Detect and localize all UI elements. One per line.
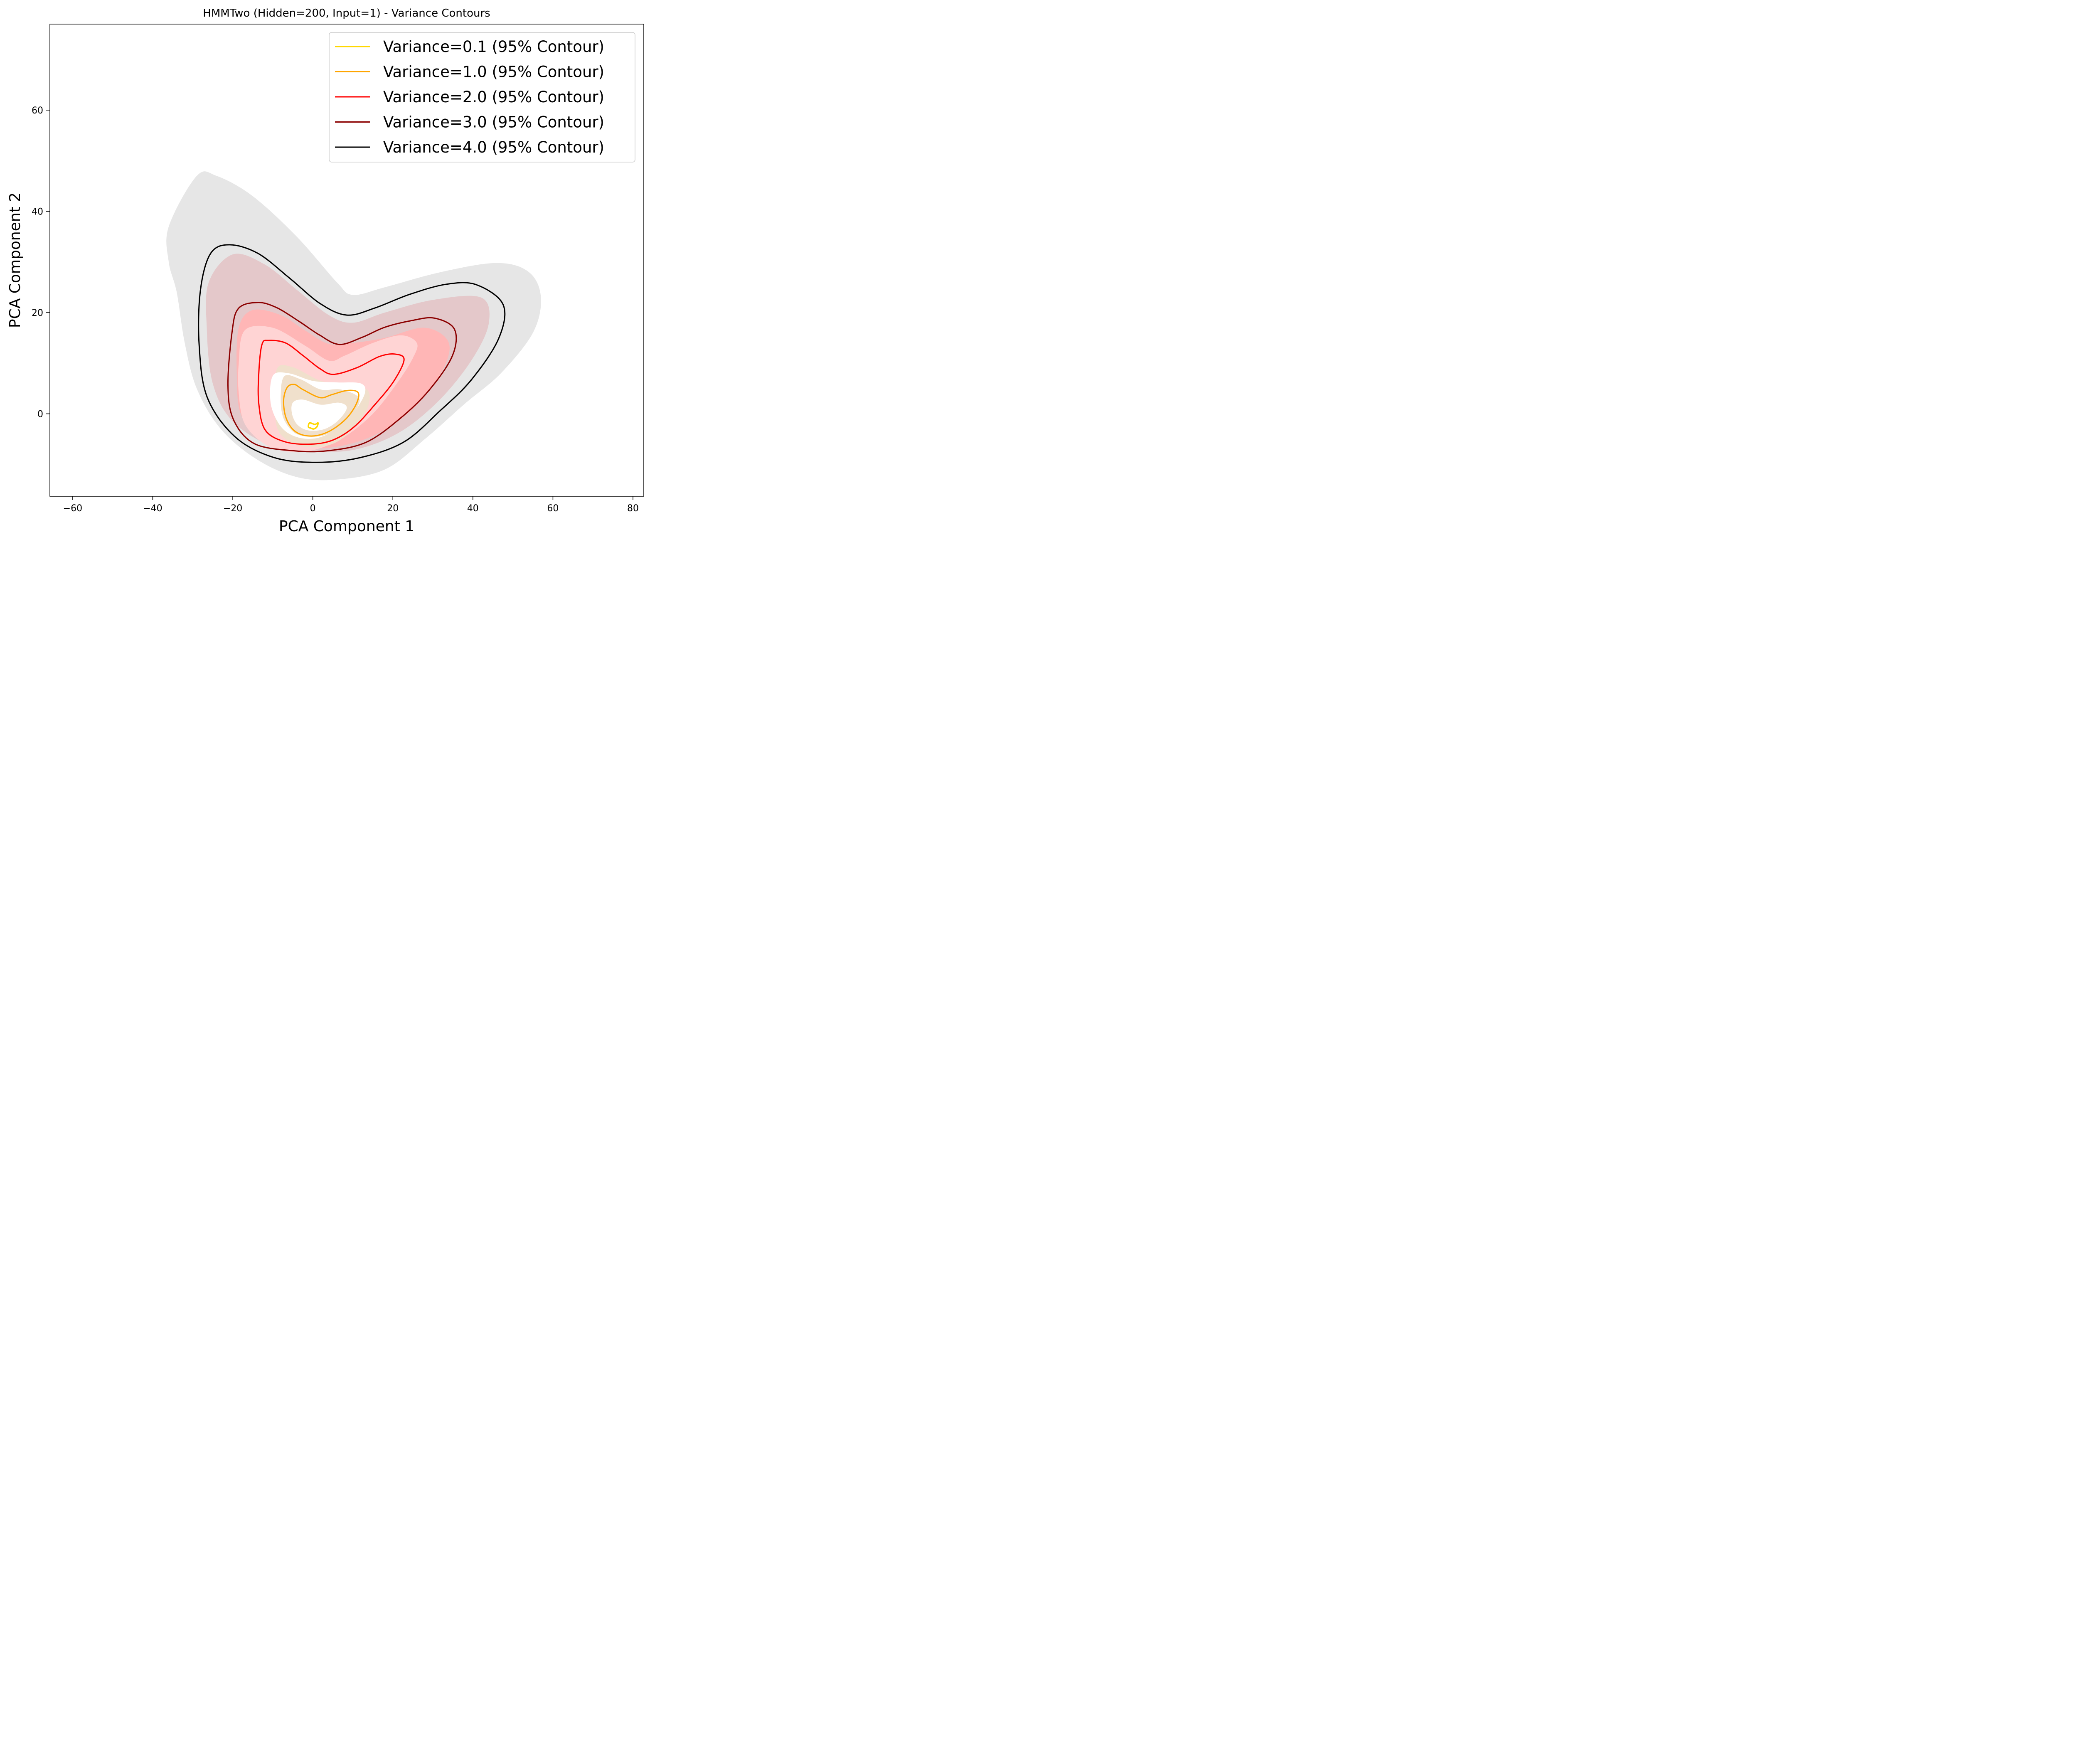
contour-lines (198, 244, 506, 463)
legend-label: Variance=1.0 (95% Contour) (383, 63, 604, 81)
contour-line-series-3 (227, 302, 457, 453)
x-axis-label: PCA Component 1 (279, 518, 414, 535)
x-tick-label: 0 (310, 503, 316, 514)
legend: Variance=0.1 (95% Contour) Variance=1.0 (… (329, 32, 635, 163)
legend-label: Variance=2.0 (95% Contour) (383, 88, 604, 106)
y-tick-label: 0 (37, 409, 43, 420)
plot-area (166, 171, 541, 480)
x-axis-ticks: −60 −40 −20 0 20 40 60 80 (63, 496, 639, 514)
y-tick-label: 20 (32, 308, 43, 318)
legend-label: Variance=4.0 (95% Contour) (383, 138, 604, 156)
legend-label: Variance=3.0 (95% Contour) (383, 113, 604, 131)
x-tick-label: 40 (467, 503, 479, 514)
axes-frame (49, 24, 644, 497)
contour-line-series-0 (308, 422, 319, 430)
density-fills (166, 171, 541, 480)
chart-title: HMMTwo (Hidden=200, Input=1) - Variance … (203, 7, 490, 20)
y-tick-label: 40 (32, 207, 43, 217)
contour-line-series-2 (257, 340, 405, 445)
x-tick-label: −40 (143, 503, 162, 514)
x-tick-label: −20 (223, 503, 242, 514)
legend-label: Variance=0.1 (95% Contour) (383, 38, 604, 56)
x-tick-label: 20 (387, 503, 399, 514)
x-tick-label: 80 (627, 503, 639, 514)
y-axis-ticks: 0 20 40 60 (32, 106, 50, 420)
y-tick-label: 60 (32, 106, 43, 116)
x-tick-label: −60 (63, 503, 82, 514)
x-tick-label: 60 (547, 503, 559, 514)
legend-box (329, 32, 635, 163)
contour-line-series-1 (283, 384, 359, 437)
contour-line-series-4 (198, 244, 506, 463)
density-fill-inner-core (291, 399, 347, 431)
contour-chart: HMMTwo (Hidden=200, Input=1) - Variance … (0, 0, 652, 543)
y-axis-label: PCA Component 2 (7, 192, 24, 328)
